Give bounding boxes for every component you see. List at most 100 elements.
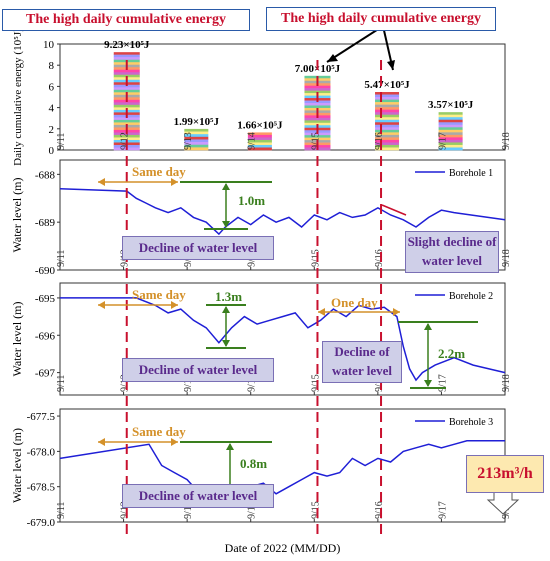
x-tick-label: 9/13 bbox=[183, 374, 194, 392]
x-tick-label: 9/13 bbox=[183, 132, 194, 150]
same-day-label-1: Same day bbox=[132, 164, 186, 179]
energy-bar bbox=[438, 112, 463, 151]
water-ytick-label: -677.5 bbox=[27, 411, 56, 423]
callout-arrowhead-2 bbox=[387, 60, 395, 70]
one-day-label: One day bbox=[331, 295, 378, 310]
x-tick-label: 9/16 bbox=[374, 501, 385, 519]
x-tick-label: 9/12 bbox=[120, 501, 131, 519]
same-day-arrow-1-head bbox=[171, 178, 178, 186]
x-tick-label: 9/16 bbox=[374, 132, 385, 150]
x-tick-label: 9/16 bbox=[374, 374, 385, 392]
flow-down-arrow bbox=[486, 491, 520, 515]
energy-panel-frame bbox=[59, 43, 506, 151]
energy-ytick-label: 8 bbox=[49, 60, 55, 72]
water-ytick-label: -678.0 bbox=[27, 446, 56, 458]
same-day-label-2: Same day bbox=[132, 287, 186, 302]
range-marker-3-head bbox=[424, 380, 432, 387]
water-panel-frame bbox=[59, 159, 506, 271]
x-tick-label: 9/12 bbox=[120, 132, 131, 150]
callout-high-energy-left: The high daily cumulative energy bbox=[2, 9, 250, 31]
same-day-arrow-3-head bbox=[98, 438, 105, 446]
water-ytick-label: -688 bbox=[35, 169, 56, 181]
decline-box-1: Decline of water level bbox=[122, 236, 274, 260]
water-level-line bbox=[59, 187, 506, 236]
x-tick-label: 9/16 bbox=[374, 249, 385, 267]
x-tick-label: 9/11 bbox=[56, 250, 67, 267]
energy-bar-label: 5.47×10⁵J bbox=[364, 79, 410, 91]
x-tick-label: 9/14 bbox=[247, 132, 258, 150]
range-marker-3-head bbox=[424, 323, 432, 330]
water-level-line bbox=[60, 297, 506, 382]
range-marker-1-head bbox=[222, 183, 230, 190]
energy-ytick-label: 0 bbox=[49, 145, 55, 157]
energy-bar-label: 1.66×10⁵J bbox=[237, 119, 283, 131]
energy-bar bbox=[184, 128, 209, 151]
water-ylabel: Water level (m) bbox=[10, 302, 24, 377]
x-tick-label: 9/11 bbox=[56, 502, 67, 519]
water-ytick-label: -697 bbox=[35, 368, 56, 380]
energy-bar bbox=[375, 92, 400, 151]
x-tick-label: 9/15 bbox=[310, 132, 321, 150]
x-tick-label: 9/18 bbox=[501, 132, 512, 150]
x-tick-label: 9/11 bbox=[56, 133, 67, 150]
range-label-4: 0.8m bbox=[240, 456, 268, 471]
same-day-arrow-3-head bbox=[171, 438, 178, 446]
x-tick-label: 9/11 bbox=[56, 375, 67, 392]
range-marker-4-head bbox=[226, 443, 234, 450]
x-tick-label: 9/18 bbox=[501, 249, 512, 267]
range-label-3: 2.2m bbox=[438, 346, 466, 361]
water-ytick-label: -696 bbox=[35, 330, 56, 342]
water-ytick-label: -689 bbox=[35, 217, 56, 229]
water-ylabel: Water level (m) bbox=[10, 428, 24, 503]
decline-box-5: Decline of water level bbox=[122, 484, 274, 508]
energy-ytick-label: 4 bbox=[49, 103, 55, 115]
water-ylabel: Water level (m) bbox=[10, 178, 24, 253]
range-marker-1-head bbox=[222, 221, 230, 228]
decline-box-4: Decline of water level bbox=[322, 341, 402, 383]
water-ytick-label: -678.5 bbox=[27, 482, 56, 494]
energy-bar-label: 1.99×10⁵J bbox=[174, 116, 220, 128]
range-label-1: 1.0m bbox=[238, 193, 266, 208]
energy-ytick-label: 2 bbox=[49, 124, 55, 136]
one-day-arrow-head bbox=[393, 308, 400, 316]
same-day-arrow-1-head bbox=[98, 178, 105, 186]
same-day-arrow-2-head bbox=[171, 301, 178, 309]
callout-high-energy-right: The high daily cumulative energy bbox=[266, 7, 496, 31]
x-tick-label: 9/17 bbox=[437, 374, 448, 392]
range-label-2: 1.3m bbox=[215, 289, 243, 304]
water-ytick-label: -690 bbox=[35, 265, 56, 277]
x-tick-label: 9/13 bbox=[183, 501, 194, 519]
x-tick-label: 9/18 bbox=[501, 374, 512, 392]
x-tick-label: 9/17 bbox=[437, 501, 448, 519]
callout-arrowhead-1 bbox=[327, 54, 338, 62]
energy-bar-label: 9.23×10⁵J bbox=[104, 39, 150, 51]
slight-decline-mark bbox=[381, 204, 407, 216]
x-axis-label: Date of 2022 (MM/DD) bbox=[225, 541, 341, 555]
x-tick-label: 9/17 bbox=[437, 132, 448, 150]
x-tick-label: 9/15 bbox=[310, 249, 321, 267]
energy-ytick-label: 10 bbox=[43, 39, 55, 51]
x-tick-label: 9/14 bbox=[247, 501, 258, 519]
legend-label: Borehole 1 bbox=[449, 168, 493, 179]
same-day-label-3: Same day bbox=[132, 424, 186, 439]
one-day-arrow-head bbox=[318, 308, 325, 316]
range-marker-2-head bbox=[222, 340, 230, 347]
decline-box-3: Decline of water level bbox=[122, 358, 274, 382]
decline-box-2: Slight decline of water level bbox=[405, 231, 499, 273]
water-ytick-label: -695 bbox=[35, 293, 56, 305]
callout-arrow-1 bbox=[326, 25, 384, 63]
same-day-arrow-2-head bbox=[98, 301, 105, 309]
legend-label: Borehole 3 bbox=[449, 417, 493, 428]
x-tick-label: 9/15 bbox=[310, 374, 321, 392]
energy-ytick-label: 6 bbox=[49, 81, 55, 93]
legend-label: Borehole 2 bbox=[449, 291, 493, 302]
x-tick-label: 9/14 bbox=[247, 374, 258, 392]
flow-rate-box: 213m³/h bbox=[466, 455, 544, 493]
energy-bar bbox=[247, 132, 272, 151]
x-tick-label: 9/12 bbox=[120, 374, 131, 392]
range-marker-2-head bbox=[222, 306, 230, 313]
energy-ylabel: Daily cumulative energy (10⁵J) bbox=[12, 28, 24, 166]
x-tick-label: 9/15 bbox=[310, 501, 321, 519]
water-panel-frame bbox=[59, 282, 506, 396]
water-ytick-label: -679.0 bbox=[27, 517, 56, 529]
